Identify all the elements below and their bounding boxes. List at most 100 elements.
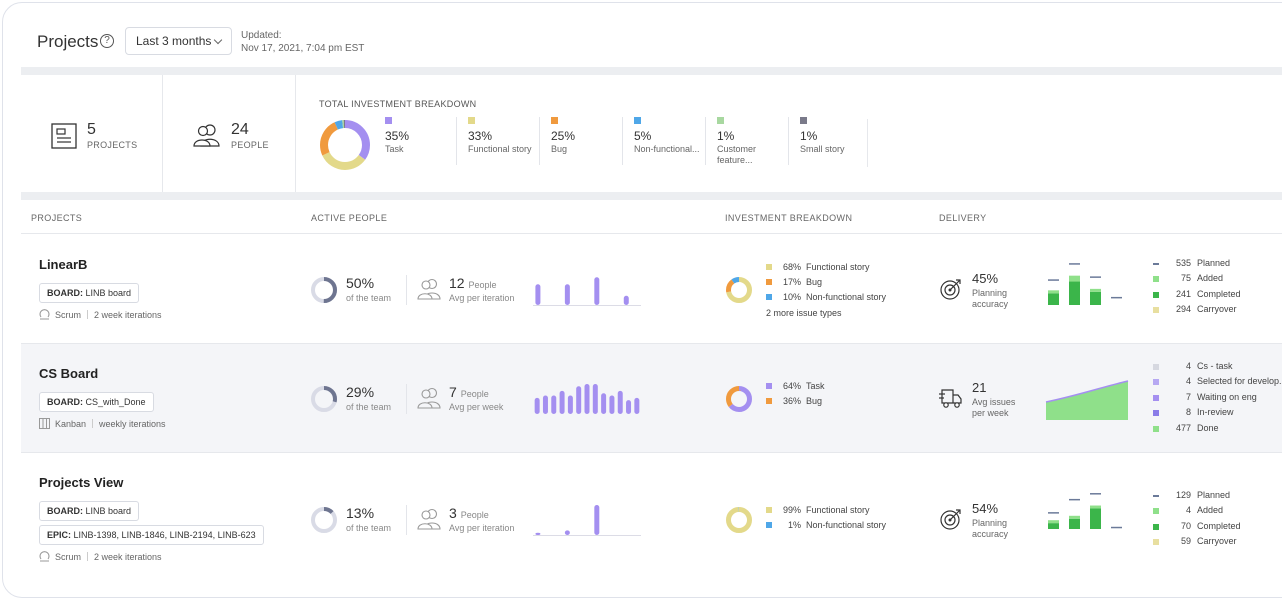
delivery-added-bar — [1069, 515, 1080, 519]
people-subtitle: Avg per iteration — [449, 293, 515, 303]
delivery-chart — [1045, 380, 1129, 420]
table-row[interactable]: Projects View BOARD: LINB board EPIC: LINB… — [21, 453, 1282, 562]
activity-bar — [592, 384, 598, 414]
band-divider — [21, 192, 1282, 200]
target-icon — [940, 509, 961, 530]
kanban-icon — [39, 418, 50, 429]
gauge-fill — [311, 507, 337, 533]
tag-value: CS_with_Done — [85, 397, 146, 407]
total-investment-donut — [320, 120, 370, 170]
investment-label: Functional story — [806, 505, 870, 515]
activity-bar — [542, 395, 548, 414]
total-investment-title: TOTAL INVESTMENT BREAKDOWN — [319, 99, 477, 109]
delivery-subtitle: Avg issues — [972, 397, 1016, 407]
activity-bar — [564, 530, 570, 535]
project-meta: Scrum 2 week iterations — [39, 309, 162, 320]
delivery-legend-label: Added — [1197, 273, 1224, 284]
column-header-projects[interactable]: PROJECTS — [31, 213, 83, 223]
project-meta: Kanban weekly iterations — [39, 418, 166, 429]
people-subtitle: Avg per iteration — [449, 523, 515, 533]
delivery-area — [1046, 381, 1128, 420]
delivery-legend-swatch — [1153, 508, 1159, 515]
investment-item: 1% Non-functional story — [766, 520, 886, 530]
investment-more-link[interactable]: 2 more issue types — [766, 308, 842, 318]
tag-key: BOARD: — [47, 288, 83, 298]
delivery-subtitle: Planning — [972, 518, 1008, 528]
delivery-legend-value: 59 — [1180, 536, 1191, 547]
table-row[interactable]: LinearB BOARD: LINB board Scrum 2 week iter… — [21, 235, 1282, 343]
project-tag: BOARD: LINB board — [39, 501, 140, 521]
total-investment-legend-item: 25% Bug — [539, 117, 631, 167]
legend-percent: 1% — [800, 129, 818, 143]
top-bar: Projects ? Last 3 months Updated: Nov 17… — [3, 3, 1282, 67]
delivery-legend-label: Selected for develop... — [1197, 376, 1282, 387]
legend-percent: 5% — [634, 129, 652, 143]
help-icon[interactable]: ? — [100, 34, 114, 48]
total-investment-slice — [320, 120, 370, 170]
project-name[interactable]: CS Board — [39, 366, 99, 381]
project-name[interactable]: LinearB — [39, 257, 88, 272]
total-investment-slice — [320, 120, 370, 170]
delivery-added-bar — [1048, 290, 1059, 294]
investment-item: 64% Task — [766, 381, 825, 391]
gauge-fill — [311, 386, 337, 412]
activity-bar — [567, 395, 573, 414]
people-count: 24 — [231, 121, 249, 138]
delivery-completed-bar — [1048, 523, 1059, 529]
chevron-down-icon — [213, 35, 223, 45]
legend-divider — [539, 117, 540, 165]
tag-key: EPIC: — [47, 530, 72, 540]
project-iterations: 2 week iterations — [94, 310, 162, 320]
active-subtitle: of the team — [346, 523, 392, 533]
row-divider — [21, 343, 1282, 344]
delivery-legend-value: 70 — [1180, 520, 1191, 531]
project-method: Kanban — [55, 419, 87, 429]
gauge-fill — [311, 277, 337, 303]
people-subtitle: Avg per week — [449, 402, 504, 412]
delivery-legend-value: 4 — [1185, 376, 1191, 387]
total-investment-legend-item: 1% Small story — [788, 117, 880, 167]
delivery-legend-swatch — [1153, 263, 1159, 265]
delivery-legend-label: Done — [1197, 422, 1219, 433]
projects-label: PROJECTS — [87, 140, 138, 150]
legend-label: Small story — [800, 144, 845, 154]
cell-divider — [406, 384, 407, 414]
investment-slice — [726, 277, 752, 303]
people-icon — [417, 387, 441, 409]
people-unit: People — [460, 510, 489, 520]
scrum-icon — [39, 551, 50, 562]
delivery-completed-bar — [1069, 518, 1080, 529]
delivery-legend-swatch — [1153, 539, 1159, 546]
band-divider — [21, 67, 1282, 75]
people-icon — [417, 278, 441, 300]
investment-percent: 10% — [782, 292, 801, 302]
investment-swatch — [766, 294, 772, 300]
delivery-added-bar — [1069, 275, 1080, 282]
activity-bar — [594, 505, 600, 535]
activity-bar — [551, 395, 557, 414]
column-header-delivery[interactable]: DELIVERY — [939, 213, 987, 223]
legend-divider — [705, 117, 706, 165]
delivery-legend-value: 4 — [1185, 361, 1191, 371]
column-header-investment[interactable]: INVESTMENT BREAKDOWN — [725, 213, 853, 223]
activity-bar — [559, 390, 565, 414]
table-row[interactable]: CS Board BOARD: CS_with_Done Kanban weekly … — [21, 344, 1282, 452]
delivery-legend-swatch — [1153, 276, 1159, 283]
cell-divider — [406, 275, 407, 305]
people-label: PEOPLE — [231, 140, 269, 150]
column-header-active-people[interactable]: ACTIVE PEOPLE — [311, 213, 388, 223]
delivery-chart — [1048, 263, 1122, 305]
date-range-dropdown[interactable]: Last 3 months — [125, 27, 232, 55]
legend-divider — [456, 117, 457, 165]
delivery-added-bar — [1090, 288, 1101, 292]
investment-swatch — [766, 279, 772, 285]
investment-percent: 17% — [782, 277, 801, 287]
project-name[interactable]: Projects View — [39, 475, 124, 490]
activity-bar — [534, 397, 540, 414]
delivery-legend-label: Waiting on eng — [1197, 391, 1257, 402]
investment-swatch — [766, 264, 772, 270]
legend-percent: 35% — [385, 129, 410, 143]
delivery-legend-label: Planned — [1197, 490, 1231, 500]
delivery-legend-value: 477 — [1175, 422, 1191, 433]
